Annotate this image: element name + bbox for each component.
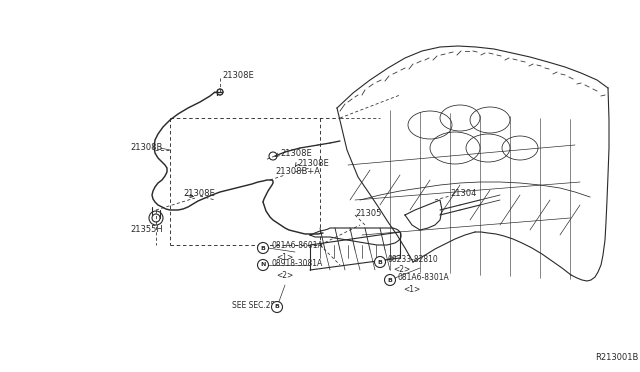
Text: 081A6-8301A: 081A6-8301A	[398, 273, 450, 282]
Circle shape	[257, 260, 269, 270]
Text: 08918-3081A: 08918-3081A	[271, 260, 323, 269]
Text: B: B	[388, 278, 392, 282]
Text: <1>: <1>	[276, 253, 293, 262]
Circle shape	[374, 257, 385, 267]
Text: B: B	[378, 260, 383, 264]
Text: R213001B: R213001B	[595, 353, 638, 362]
Text: <2>: <2>	[276, 270, 293, 279]
Text: B: B	[260, 246, 266, 250]
Circle shape	[271, 301, 282, 312]
Text: 21308E: 21308E	[183, 189, 215, 199]
Circle shape	[385, 275, 396, 285]
Text: 21304: 21304	[450, 189, 476, 198]
Text: 21355H: 21355H	[130, 225, 163, 234]
Text: 081A6-8601A: 081A6-8601A	[271, 241, 323, 250]
Text: 08233-82810: 08233-82810	[388, 254, 439, 263]
Text: 21308B: 21308B	[130, 144, 163, 153]
Text: <1>: <1>	[403, 285, 420, 294]
Text: N: N	[260, 263, 266, 267]
Text: <2>: <2>	[393, 266, 410, 275]
Text: 21308E: 21308E	[280, 148, 312, 157]
Text: SEE SEC.253: SEE SEC.253	[232, 301, 280, 310]
Text: B: B	[275, 305, 280, 310]
Circle shape	[257, 243, 269, 253]
Text: 21308E: 21308E	[297, 158, 329, 167]
Text: 21308B+A: 21308B+A	[275, 167, 320, 176]
Text: 21308E: 21308E	[222, 71, 253, 80]
Text: 21305: 21305	[355, 208, 381, 218]
